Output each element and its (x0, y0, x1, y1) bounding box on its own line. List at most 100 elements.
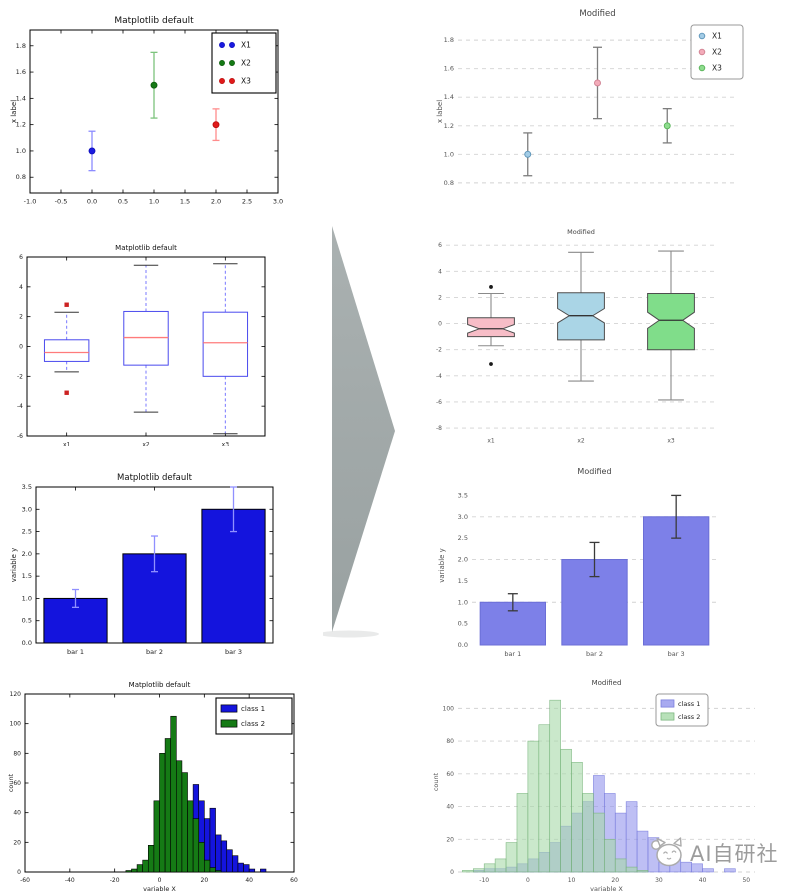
svg-text:3.0: 3.0 (22, 505, 32, 513)
svg-text:variable X: variable X (590, 885, 623, 893)
svg-text:0.5: 0.5 (118, 198, 128, 206)
svg-text:1.5: 1.5 (22, 572, 32, 580)
svg-text:-20: -20 (110, 877, 120, 884)
svg-text:2: 2 (438, 294, 442, 301)
svg-text:variable X: variable X (143, 885, 176, 893)
svg-text:X3: X3 (241, 77, 251, 86)
svg-text:6: 6 (438, 242, 442, 249)
svg-text:40: 40 (245, 877, 253, 884)
svg-text:1.8: 1.8 (444, 36, 454, 44)
svg-text:3.0: 3.0 (458, 513, 468, 521)
svg-text:1.0: 1.0 (16, 147, 26, 155)
svg-text:x2: x2 (142, 442, 150, 447)
svg-text:-2: -2 (17, 373, 23, 380)
svg-text:x1: x1 (63, 442, 71, 447)
svg-text:10: 10 (568, 877, 576, 884)
svg-text:class 1: class 1 (678, 700, 700, 708)
svg-text:variable y: variable y (438, 548, 446, 583)
svg-text:bar 3: bar 3 (225, 648, 242, 656)
chart-errorbar-default: 0.8 1.0 1.2 1.4 1.6 1.8 -1.0 -0.5 0.0 0.5 1.0 1.5 2.… (6, 6, 298, 210)
svg-text:20: 20 (611, 877, 619, 884)
svg-text:60: 60 (446, 771, 454, 778)
svg-text:20: 20 (446, 836, 454, 843)
svg-text:100: 100 (10, 721, 22, 728)
svg-text:1.5: 1.5 (180, 198, 190, 206)
svg-text:3.5: 3.5 (458, 491, 468, 499)
svg-text:4: 4 (438, 268, 442, 275)
svg-text:-4: -4 (436, 373, 442, 380)
svg-text:0.0: 0.0 (458, 641, 468, 649)
svg-text:2.5: 2.5 (22, 528, 32, 536)
chart-errorbar-modified: 0.8 1.0 1.2 1.4 1.6 1.8 Modified x label X1 X2 X3 (428, 2, 788, 216)
svg-text:0.0: 0.0 (22, 639, 32, 647)
svg-text:Modified: Modified (567, 228, 595, 236)
svg-text:bar 1: bar 1 (504, 650, 521, 658)
svg-text:60: 60 (290, 877, 298, 884)
svg-text:x label: x label (10, 100, 18, 123)
svg-text:Modified: Modified (577, 467, 611, 476)
svg-text:20: 20 (201, 877, 209, 884)
watermark-text: AI自研社 (690, 842, 779, 866)
svg-text:100: 100 (443, 705, 455, 712)
svg-text:Matplotlib default: Matplotlib default (129, 681, 191, 689)
svg-text:1.4: 1.4 (444, 93, 454, 101)
svg-text:-4: -4 (17, 403, 23, 410)
svg-text:1.4: 1.4 (16, 94, 26, 102)
svg-text:80: 80 (13, 750, 21, 757)
svg-text:-6: -6 (17, 433, 23, 440)
svg-text:2: 2 (19, 314, 23, 321)
svg-text:20: 20 (13, 839, 21, 846)
svg-text:-6: -6 (436, 399, 442, 406)
svg-text:-8: -8 (436, 425, 442, 432)
svg-text:-10: -10 (479, 877, 489, 884)
svg-text:X2: X2 (712, 48, 722, 57)
svg-text:0.8: 0.8 (444, 179, 454, 187)
arrow-shadow (323, 630, 379, 638)
svg-text:count: count (432, 772, 440, 791)
svg-text:80: 80 (446, 738, 454, 745)
svg-text:0: 0 (438, 321, 442, 328)
arrow-shape (332, 226, 395, 632)
svg-text:x label: x label (436, 100, 444, 123)
svg-text:bar 3: bar 3 (668, 650, 685, 658)
svg-text:2.5: 2.5 (458, 534, 468, 542)
svg-text:3.0: 3.0 (273, 198, 283, 206)
cat-logo-icon (651, 837, 682, 867)
svg-text:1.6: 1.6 (16, 68, 26, 76)
svg-text:0: 0 (158, 877, 162, 884)
svg-text:60: 60 (13, 780, 21, 787)
svg-text:-40: -40 (65, 877, 75, 884)
svg-text:-1.0: -1.0 (24, 198, 37, 206)
svg-text:40: 40 (13, 810, 21, 817)
watermark: AI自研社 (648, 835, 779, 871)
svg-text:X1: X1 (712, 32, 722, 41)
svg-text:2.5: 2.5 (242, 198, 252, 206)
svg-text:120: 120 (10, 691, 22, 698)
svg-text:2.0: 2.0 (458, 556, 468, 564)
svg-text:variable y: variable y (10, 548, 18, 583)
svg-text:count: count (7, 773, 15, 792)
svg-text:30: 30 (655, 877, 663, 884)
svg-text:-2: -2 (436, 347, 442, 354)
svg-text:Matplotlib default: Matplotlib default (117, 473, 193, 483)
svg-text:0: 0 (19, 344, 23, 351)
svg-text:Matplotlib default: Matplotlib default (115, 244, 177, 252)
svg-text:0: 0 (526, 877, 530, 884)
svg-text:1.5: 1.5 (458, 577, 468, 585)
svg-text:50: 50 (742, 877, 750, 884)
svg-text:1.0: 1.0 (149, 198, 159, 206)
svg-text:class 2: class 2 (678, 713, 700, 721)
svg-text:x3: x3 (222, 442, 230, 447)
svg-text:0.8: 0.8 (16, 173, 26, 181)
svg-text:1.2: 1.2 (444, 122, 454, 130)
svg-text:Modified: Modified (579, 9, 615, 19)
svg-text:1.0: 1.0 (458, 598, 468, 606)
svg-text:Matplotlib default: Matplotlib default (114, 16, 194, 26)
chart-histogram-default: 0 20 40 60 80 100 120 -60 -40 -20 0 20 40 60 Matplotli… (6, 674, 298, 893)
chart-bar-modified: 0.0 0.5 1.0 1.5 2.0 2.5 3.0 3.5 bar 1 bar 2 bar 3 M… (428, 454, 788, 674)
svg-text:X1: X1 (241, 41, 251, 50)
svg-text:bar 2: bar 2 (586, 650, 603, 658)
svg-text:1.2: 1.2 (16, 121, 26, 129)
svg-text:x3: x3 (667, 438, 675, 445)
